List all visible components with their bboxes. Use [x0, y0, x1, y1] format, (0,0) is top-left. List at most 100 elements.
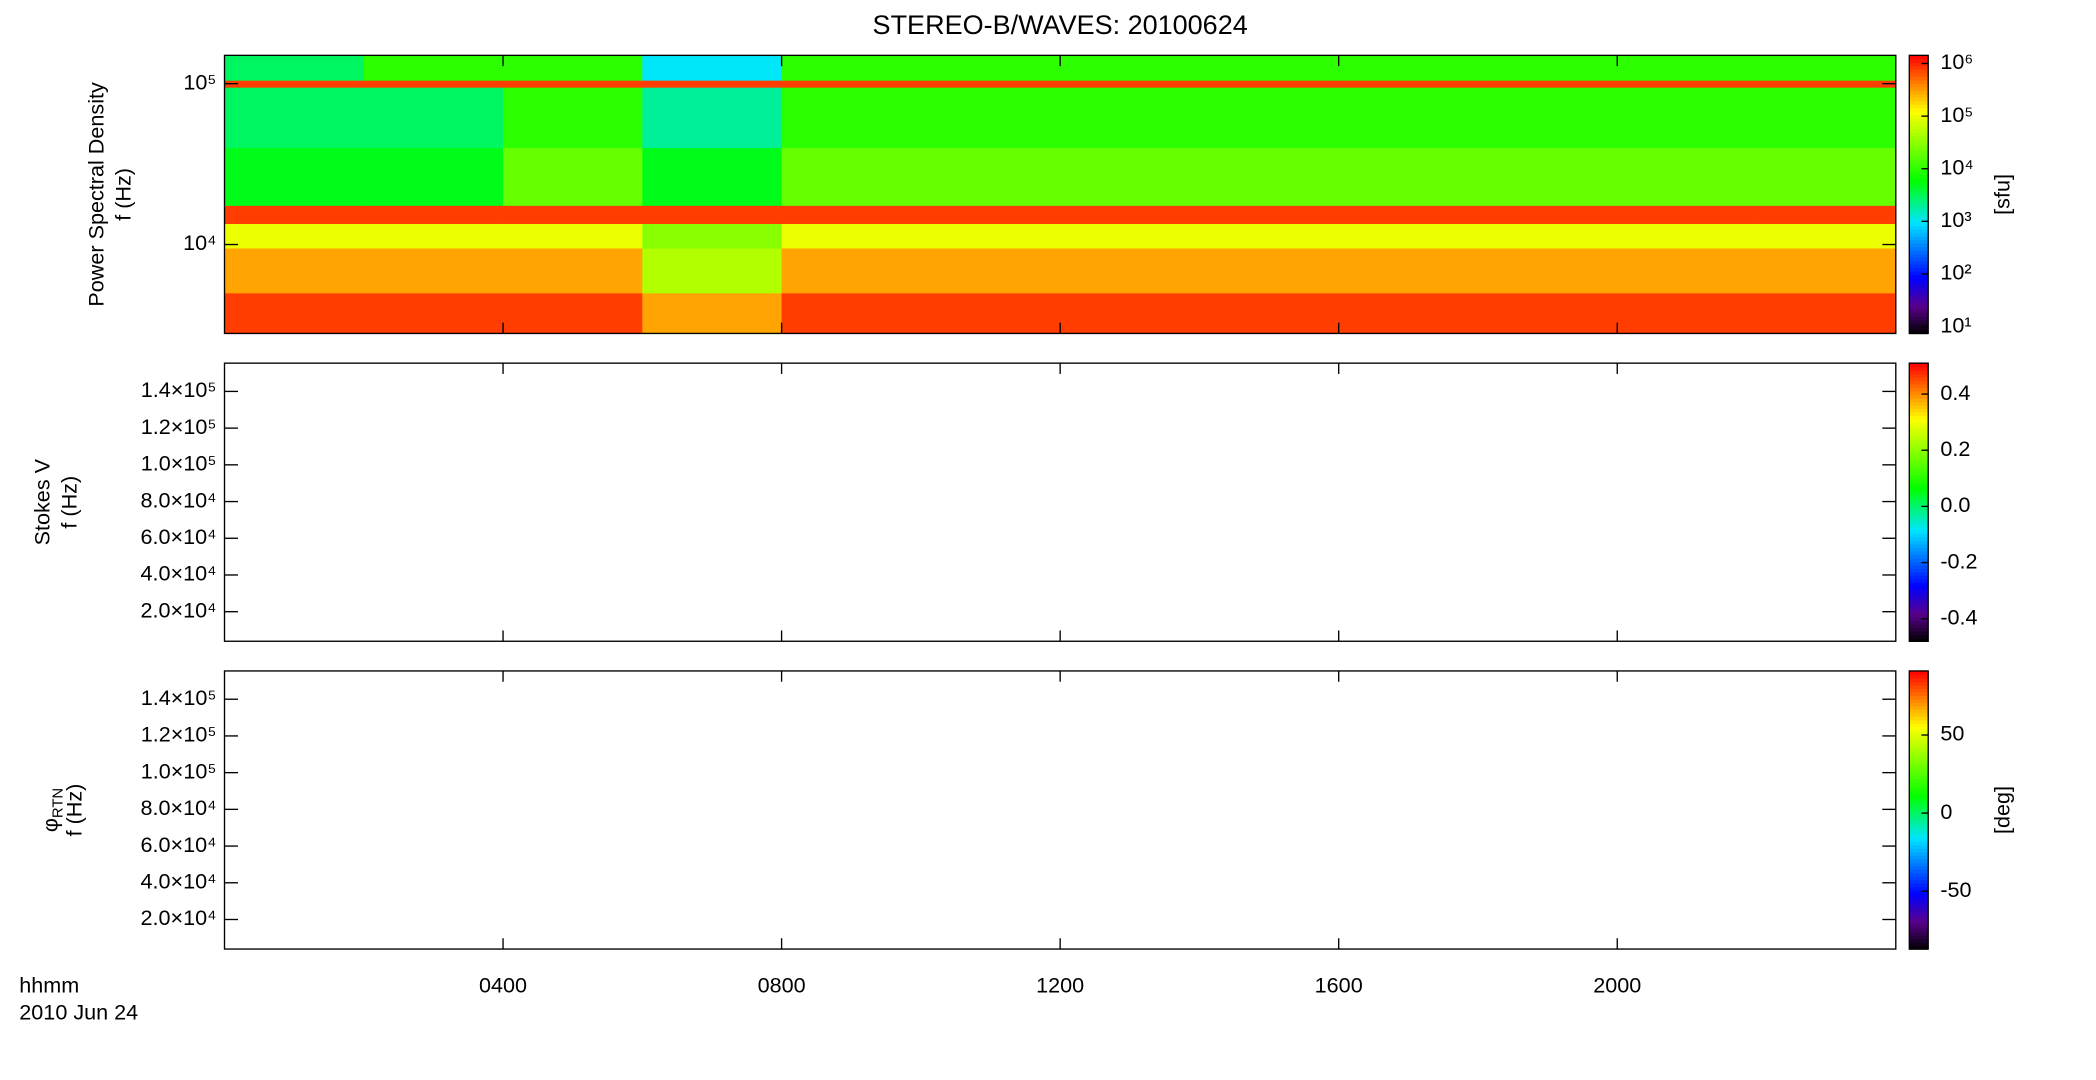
colorbar-segment [1909, 422, 1929, 427]
heatmap-cell [363, 87, 504, 149]
heatmap-cell [1199, 248, 1340, 294]
colorbar-segment [1909, 180, 1929, 185]
colorbar-segment [1909, 411, 1929, 416]
y-tick-label: 2.0×10⁴ [140, 597, 216, 622]
chart-title: STEREO-B/WAVES: 20100624 [873, 10, 1248, 40]
heatmap-cell [1338, 223, 1479, 249]
colorbar-segment [1909, 740, 1929, 745]
heatmap-cell [1477, 205, 1618, 224]
colorbar-segment [1909, 467, 1929, 472]
colorbar-tick-label: -0.2 [1940, 548, 1977, 573]
colorbar-segment [1909, 519, 1929, 524]
colorbar-segment [1909, 630, 1929, 635]
colorbar-segment [1909, 803, 1929, 808]
heatmap-cell [781, 292, 922, 334]
colorbar-segment [1909, 187, 1929, 192]
colorbar-segment [1909, 225, 1929, 230]
colorbar-segment [1909, 785, 1929, 790]
heatmap-cell [920, 55, 1061, 81]
heatmap-cell [1756, 205, 1897, 224]
colorbar-segment [1909, 194, 1929, 199]
colorbar-tick-label: 10⁵ [1940, 102, 1973, 127]
colorbar-segment [1909, 135, 1929, 140]
colorbar-segment [1909, 114, 1929, 119]
colorbar-segment [1909, 858, 1929, 863]
colorbar-segment [1909, 418, 1929, 423]
colorbar-segment [1909, 872, 1929, 877]
colorbar-segment [1909, 104, 1929, 109]
colorbar-tick-label: 10⁶ [1940, 49, 1973, 74]
colorbar-segment [1909, 723, 1929, 728]
colorbar-segment [1909, 373, 1929, 378]
heatmap-cell [503, 248, 643, 294]
colorbar-segment [1909, 291, 1929, 296]
heatmap-cell [1338, 248, 1479, 294]
colorbar-segment [1909, 526, 1929, 531]
colorbar-segment [1909, 93, 1929, 98]
colorbar-segment [1909, 945, 1929, 950]
colorbar-segment [1909, 889, 1929, 895]
colorbar-segment [1909, 609, 1929, 615]
colorbar-segment [1909, 799, 1929, 804]
colorbar-segment [1909, 260, 1929, 265]
colorbar-segment [1909, 107, 1929, 112]
colorbar-segment [1909, 896, 1929, 902]
colorbar-segment [1909, 554, 1929, 559]
colorbar-segment [1909, 397, 1929, 403]
x-tick-label: 0400 [479, 973, 527, 998]
colorbar-frame [1908, 54, 1929, 335]
colorbar-segment [1909, 370, 1929, 375]
colorbar-segment [1909, 380, 1929, 385]
colorbar-segment [1909, 681, 1929, 686]
y-axis-label-text: φ [37, 818, 62, 832]
colorbar-tick-label: 0 [1940, 799, 1952, 824]
colorbar-segment [1909, 564, 1929, 569]
colorbar-segment [1909, 177, 1929, 182]
heatmap-cell [920, 87, 1061, 149]
y-tick-label: 1.2×10⁵ [141, 414, 217, 439]
heatmap-cell [920, 292, 1061, 334]
colorbar-segment [1909, 883, 1929, 888]
colorbar-segment [1909, 827, 1929, 832]
colorbar-segment [1909, 719, 1929, 724]
y-axis-label: φRTN [37, 788, 66, 832]
colorbar-segment [1909, 298, 1929, 303]
colorbar-segment [1909, 100, 1929, 105]
colorbar-segment [1909, 363, 1929, 368]
colorbar-segment [1909, 121, 1929, 126]
colorbar-segment [1909, 277, 1929, 282]
colorbar-tick-label: 10⁴ [1940, 154, 1973, 179]
colorbar-segment [1909, 561, 1929, 566]
colorbar-segment [1909, 754, 1929, 759]
colorbar-segment [1909, 429, 1929, 434]
colorbar-segment [1909, 236, 1929, 241]
colorbar-segment [1909, 76, 1929, 81]
x-axis-label: hhmm [19, 973, 79, 998]
colorbar-segment [1909, 152, 1929, 157]
colorbar-segment [1909, 453, 1929, 458]
colorbar-segment [1909, 691, 1929, 696]
colorbar-segment [1909, 491, 1929, 496]
colorbar-segment [1909, 97, 1929, 102]
colorbar-segment [1909, 436, 1929, 441]
colorbar-segment [1909, 432, 1929, 437]
colorbar-segment [1909, 274, 1929, 279]
colorbar-segment [1909, 921, 1929, 926]
colorbar-segment [1909, 58, 1929, 63]
heatmap-cell [503, 87, 643, 149]
colorbar-segment [1909, 589, 1929, 594]
colorbar-segment [1909, 900, 1929, 905]
colorbar-segment [1909, 243, 1929, 248]
colorbar-segment [1909, 401, 1929, 406]
colorbar-segment [1909, 267, 1929, 272]
heatmap-cell [1199, 292, 1340, 334]
colorbar-segment [1909, 523, 1929, 528]
colorbar-segment [1909, 495, 1929, 500]
colorbar-segment [1909, 782, 1929, 787]
colorbar-segment [1909, 250, 1929, 255]
colorbar-segment [1909, 806, 1929, 811]
colorbar-segment [1909, 695, 1929, 700]
y-axis-label: Stokes V [29, 458, 54, 545]
colorbar-tick-label: 0.0 [1940, 492, 1970, 517]
colorbar-segment [1909, 768, 1929, 773]
